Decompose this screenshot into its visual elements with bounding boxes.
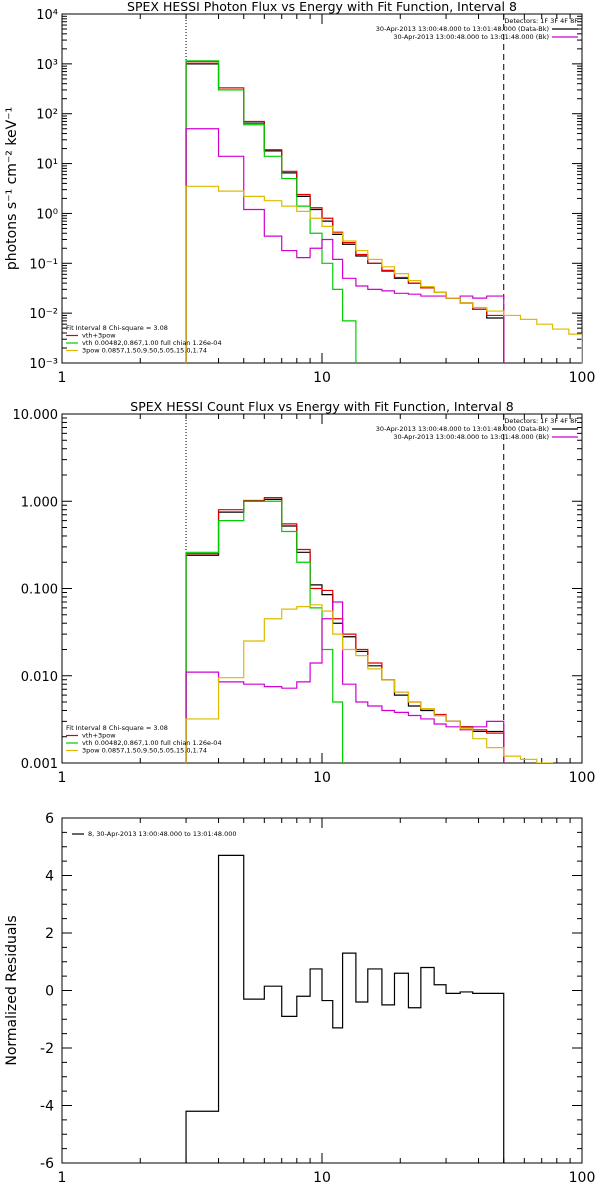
legend-entry: 30-Apr-2013 13:00:48.000 to 13:01:48.000… xyxy=(393,33,549,41)
chart-panel-2: 1 10 100 0.001 0.010 0.100 1.000 10.000 SPEX HES… xyxy=(13,399,596,786)
series-line-3 xyxy=(185,60,357,363)
y-tick-label: 10⁰ xyxy=(36,207,58,222)
y-tick-label: 10⁻² xyxy=(29,307,58,322)
y-tick-label: 10⁻¹ xyxy=(29,257,58,272)
x-tick-label: 1 xyxy=(58,1170,67,1186)
legend-fit-header: Fit Interval 8 Chi-square = 3.08 xyxy=(66,324,168,332)
legend-detectors: Detectors: 1F 3F 4F 8F xyxy=(504,17,578,25)
chart-title: SPEX HESSI Count Flux vs Energy with Fit… xyxy=(130,399,513,414)
y-tick-label: 10.000 xyxy=(13,408,59,423)
series-line-3 xyxy=(185,500,344,763)
y-axis-label: Normalized Residuals xyxy=(4,915,20,1065)
y-tick-label: -2 xyxy=(40,1041,54,1057)
x-tick-label: 1 xyxy=(58,370,67,386)
legend-entry: vth+3pow xyxy=(82,332,116,340)
legend-entry: 3pow 0.0857,1.50,9.50,5.05,15.0,1.74 xyxy=(82,747,207,755)
y-tick-label: 0.100 xyxy=(21,583,58,598)
legend-entry: 30-Apr-2013 13:00:48.000 to 13:01:48.000… xyxy=(376,25,549,33)
y-tick-label: -6 xyxy=(40,1156,54,1172)
legend-entry: 30-Apr-2013 13:00:48.000 to 13:01:48.000… xyxy=(376,425,549,433)
x-tick-label: 100 xyxy=(569,770,596,786)
x-tick-label: 10 xyxy=(313,770,331,786)
x-tick-label: 10 xyxy=(313,370,331,386)
series-line-5 xyxy=(185,604,554,763)
legend-entry: vth+3pow xyxy=(82,732,116,740)
y-tick-label: -4 xyxy=(40,1099,54,1115)
x-tick-label: 1 xyxy=(58,770,67,786)
y-tick-label: 10³ xyxy=(36,58,58,73)
legend-detectors: Detectors: 1F 3F 4F 8F xyxy=(504,417,578,425)
series-group xyxy=(185,497,554,763)
x-tick-label: 100 xyxy=(569,1170,596,1186)
legend-entry: 30-Apr-2013 13:00:48.000 to 13:01:48.000… xyxy=(393,433,549,441)
y-tick-label: 10¹ xyxy=(36,158,58,173)
legend-entry: 8, 30-Apr-2013 13:00:48.000 to 13:01:48.… xyxy=(88,830,237,838)
y-axis-label: photons s⁻¹ cm⁻² keV⁻¹ xyxy=(4,107,20,270)
y-tick-label: 10⁻³ xyxy=(29,357,58,372)
y-tick-label: 0 xyxy=(45,984,54,1000)
series-line-5 xyxy=(185,185,582,363)
chart-title: SPEX HESSI Photon Flux vs Energy with Fi… xyxy=(127,0,517,14)
series-line-1 xyxy=(185,854,505,1163)
series-group xyxy=(185,854,505,1163)
series-group xyxy=(185,60,582,363)
series-line-4 xyxy=(185,601,505,763)
chart-panel-1: 1 10 100 10⁻³ 10⁻² 10⁻¹ 10⁰ 10¹ 10² 10³ 10⁴ SPEX HE… xyxy=(4,0,595,386)
y-tick-label: 2 xyxy=(45,926,54,942)
y-tick-label: 0.001 xyxy=(21,757,58,772)
x-tick-label: 100 xyxy=(569,370,596,386)
legend-entry: vth 0.00482,0.867,1.00 full chian 1.26e-… xyxy=(82,339,222,347)
legend-fit-header: Fit Interval 8 Chi-square = 3.08 xyxy=(66,724,168,732)
y-tick-label: 1.000 xyxy=(21,495,58,510)
legend-entry: vth 0.00482,0.867,1.00 full chian 1.26e-… xyxy=(82,739,222,747)
legend-entry: 3pow 0.0857,1.50,9.50,5.05,15.0,1.74 xyxy=(82,347,207,355)
y-tick-label: 6 xyxy=(45,811,54,827)
y-tick-label: 4 xyxy=(45,869,54,885)
y-tick-label: 0.010 xyxy=(21,670,58,685)
y-tick-label: 10² xyxy=(36,108,58,123)
y-tick-label: 10⁴ xyxy=(36,8,58,23)
x-tick-label: 10 xyxy=(313,1170,331,1186)
chart-panel-3: 1 10 100 -6 -4 -2 0 2 4 6 Normalized Residuals 8, 3… xyxy=(4,811,595,1186)
